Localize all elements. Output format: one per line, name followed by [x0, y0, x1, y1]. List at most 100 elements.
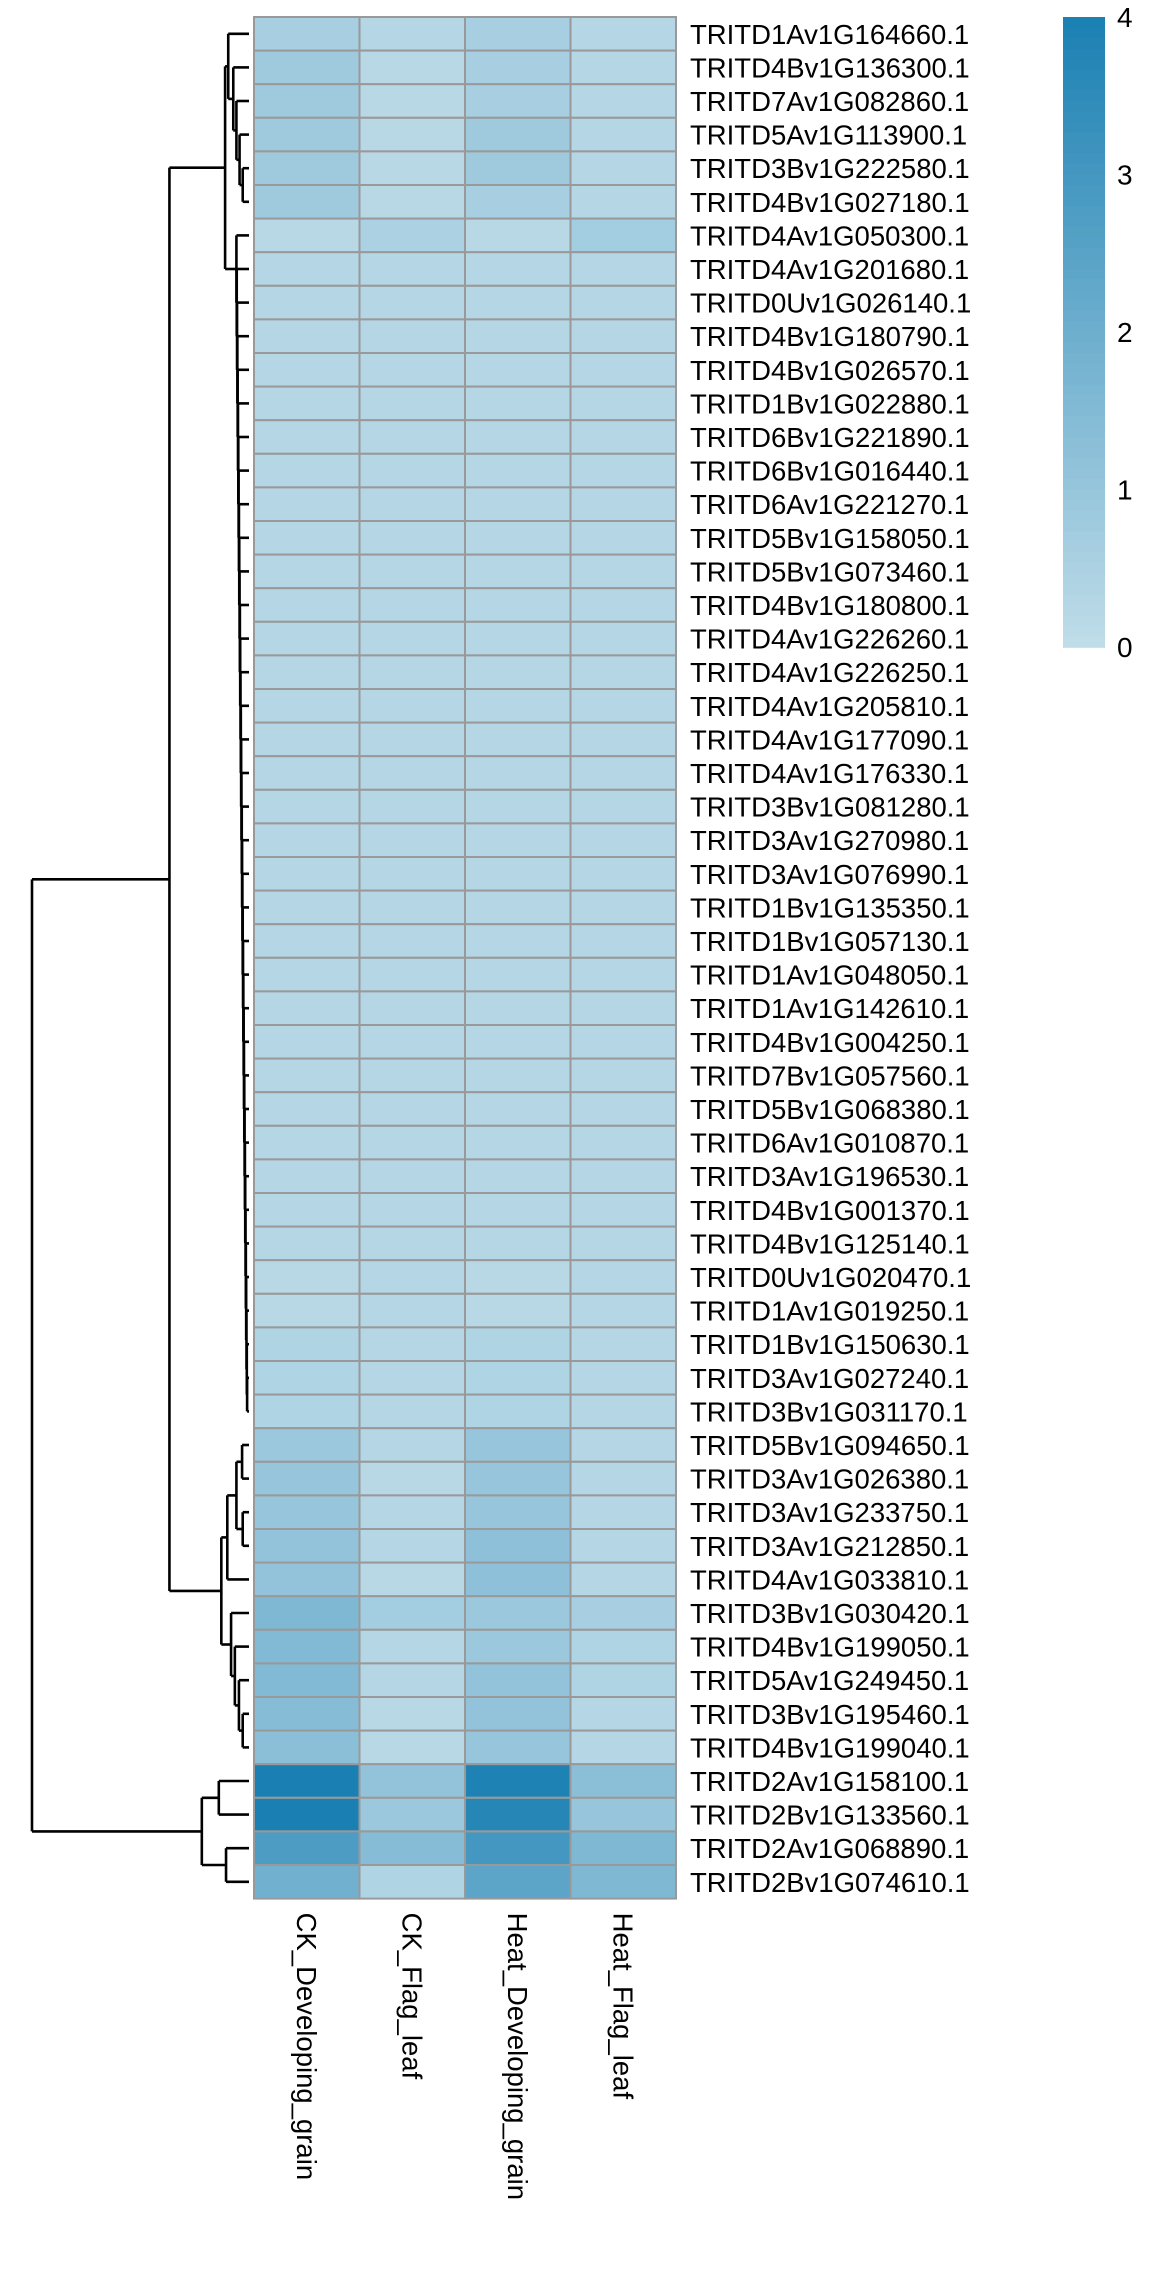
heatmap-cell [253, 318, 361, 354]
legend-gradient-step [1063, 573, 1105, 585]
heatmap-cell [358, 352, 466, 388]
heatmap-cell [358, 83, 466, 119]
row-label: TRITD4Bv1G180790.1 [690, 321, 970, 352]
heatmap-cell [253, 452, 361, 489]
heatmap-cell [464, 217, 572, 254]
heatmap-cell [253, 520, 361, 556]
row-label: TRITD4Bv1G180800.1 [690, 590, 970, 621]
row-label: TRITD3Av1G233750.1 [690, 1497, 969, 1528]
heatmap-cell [358, 1729, 466, 1766]
heatmap-cell [464, 1158, 572, 1195]
heatmap-cell [358, 587, 466, 623]
heatmap-cell [464, 352, 572, 388]
row-label: TRITD4Av1G050300.1 [690, 220, 969, 251]
row-label: TRITD2Av1G158100.1 [690, 1766, 969, 1797]
row-label: TRITD1Av1G142610.1 [690, 993, 969, 1024]
heatmap-cell [358, 1595, 466, 1631]
heatmap-cell [569, 49, 677, 86]
heatmap-cell [464, 654, 572, 691]
heatmap-cell [464, 116, 572, 153]
row-label: TRITD5Av1G113900.1 [690, 120, 967, 151]
heatmap-cell [464, 1024, 572, 1060]
heatmap-cell [569, 1595, 677, 1631]
heatmap-cell [569, 1830, 677, 1867]
heatmap-cell [253, 822, 361, 859]
heatmap-cell [464, 721, 572, 758]
heatmap-cell [464, 1393, 572, 1430]
heatmap-cell [569, 318, 677, 354]
heatmap-cell [358, 1393, 466, 1430]
row-label: TRITD4Bv1G004250.1 [690, 1027, 970, 1058]
legend-gradient-step [1063, 542, 1105, 554]
heatmap-cell [253, 755, 361, 791]
column-label: Heat_Flag_leaf [607, 1913, 638, 2100]
heatmap-cell [569, 923, 677, 959]
heatmap-cell [253, 385, 361, 422]
heatmap-cell [569, 116, 677, 153]
heatmap-cell [358, 990, 466, 1027]
heatmap-cell [358, 1528, 466, 1564]
heatmap-cell [569, 620, 677, 657]
heatmap-cell [358, 318, 466, 354]
row-label: TRITD3Av1G026380.1 [690, 1464, 969, 1495]
heatmap-cell [464, 1494, 572, 1531]
heatmap-cell [464, 856, 572, 892]
heatmap-cell [253, 1393, 361, 1430]
heatmap-cell [253, 1830, 361, 1867]
heatmap-cell [358, 1763, 466, 1799]
heatmap-cell [358, 520, 466, 556]
heatmap-cell [569, 1225, 677, 1262]
heatmap-cell [253, 83, 361, 119]
heatmap-cell [464, 385, 572, 422]
heatmap-cell [464, 1595, 572, 1631]
row-label: TRITD5Bv1G073460.1 [690, 556, 970, 587]
legend-gradient-step [1063, 164, 1105, 176]
heatmap-cell [358, 217, 466, 254]
heatmap-cell [569, 1662, 677, 1699]
heatmap-cell [358, 1696, 466, 1732]
legend-gradient-step [1063, 405, 1105, 417]
heatmap-cell [358, 486, 466, 522]
heatmap-cell [569, 184, 677, 220]
heatmap-cell [358, 385, 466, 422]
legend-gradient-step [1063, 27, 1105, 39]
row-label: TRITD5Av1G249450.1 [690, 1665, 969, 1696]
heatmap-cell [464, 1864, 572, 1900]
heatmap-cell [464, 16, 572, 52]
legend-tick-label: 3 [1117, 160, 1133, 191]
heatmap-cell [464, 1124, 572, 1161]
heatmap-cell [464, 1662, 572, 1699]
heatmap-cell [464, 788, 572, 825]
legend-gradient-step [1063, 279, 1105, 291]
row-label: TRITD5Bv1G068380.1 [690, 1094, 970, 1125]
heatmap-cell [569, 1024, 677, 1060]
row-label: TRITD4Bv1G136300.1 [690, 52, 970, 83]
heatmap-cell [464, 1763, 572, 1799]
legend-gradient-step [1063, 510, 1105, 522]
heatmap-cell [358, 1024, 466, 1060]
heatmap-cell [358, 822, 466, 859]
legend-gradient-step [1063, 489, 1105, 501]
legend-gradient-step [1063, 185, 1105, 197]
legend-tick-label: 4 [1117, 2, 1133, 33]
heatmap-cell [569, 352, 677, 388]
heatmap-cell [358, 1225, 466, 1262]
row-label: TRITD3Bv1G081280.1 [690, 792, 970, 823]
heatmap-cell [464, 150, 572, 186]
heatmap-cell [358, 1326, 466, 1363]
legend-gradient-step [1063, 311, 1105, 323]
heatmap-cell [569, 587, 677, 623]
row-label: TRITD5Bv1G158050.1 [690, 523, 970, 554]
heatmap-cell [358, 16, 466, 52]
heatmap-cell [569, 1326, 677, 1363]
legend-gradient-step [1063, 563, 1105, 575]
heatmap-cell [358, 688, 466, 724]
legend-gradient-step [1063, 290, 1105, 302]
legend-gradient-step [1063, 195, 1105, 207]
heatmap-cell [253, 419, 361, 455]
row-label: TRITD4Av1G226260.1 [690, 624, 969, 655]
column-label: Heat_Developing_grain [502, 1913, 533, 2200]
legend-gradient-step [1063, 552, 1105, 564]
heatmap-cell [358, 1360, 466, 1396]
heatmap-cell [358, 49, 466, 86]
